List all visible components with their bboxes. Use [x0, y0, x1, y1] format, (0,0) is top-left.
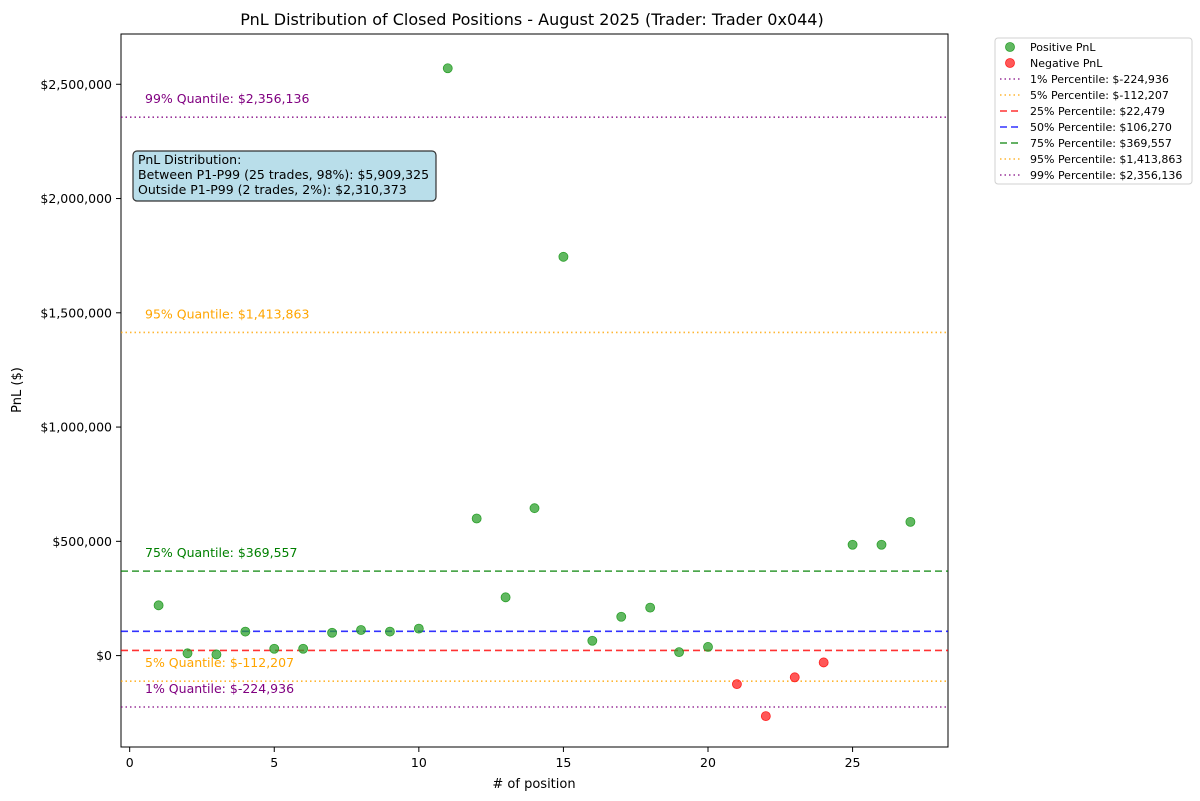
quantile-label: 99% Quantile: $2,356,136 [145, 91, 309, 106]
info-box-line: Between P1-P99 (25 trades, 98%): $5,909,… [138, 167, 429, 182]
x-tick-label: 15 [555, 755, 571, 770]
negative-pnl-point [732, 679, 742, 690]
legend: Positive PnL Negative PnL 1% Percentile: $… [994, 37, 1193, 185]
legend-frame [994, 37, 1193, 185]
x-axis-label: # of position [492, 777, 575, 792]
y-tick-label: $500,000 [52, 534, 112, 549]
positive-pnl-point [905, 517, 916, 527]
positive-pnl-point [240, 626, 251, 637]
positive-pnl-point [298, 643, 309, 654]
positive-pnl-point [876, 539, 887, 550]
legend-entry: 1% Percentile: $-224,936 [1030, 73, 1169, 86]
plot-area: 0 5 10 15 20 25 $0 $500,000 $1,000,000 $1,500,000… [40, 33, 949, 770]
positive-pnl-point [703, 642, 713, 652]
positive-pnl-point [847, 539, 858, 550]
positive-pnl-point [616, 611, 627, 622]
positive-pnl-point [327, 627, 337, 638]
positive-pnl-point [356, 625, 366, 635]
positive-pnl-point [558, 251, 569, 262]
y-tick-label: $1,500,000 [40, 305, 112, 320]
positive-pnl-point [413, 623, 424, 634]
positive-pnl-point [674, 647, 684, 658]
positive-pnl-point [500, 592, 511, 603]
positive-pnl-point [211, 649, 222, 660]
positive-pnl-point [153, 600, 164, 611]
negative-pnl-point [818, 657, 829, 668]
negative-pnl-point [760, 711, 771, 722]
positive-pnl-point [529, 503, 540, 514]
quantile-label: 5% Quantile: $-112,207 [145, 655, 294, 670]
info-box [132, 150, 437, 202]
positive-pnl-point [269, 643, 280, 654]
negative-pnl-point [789, 672, 800, 683]
positive-pnl-point [645, 602, 656, 613]
x-tick-label: 0 [126, 755, 134, 770]
y-tick-label: $1,000,000 [40, 420, 112, 435]
positive-pnl-point [587, 635, 598, 646]
info-box-line: PnL Distribution: [138, 152, 241, 167]
legend-entry: 99% Percentile: $2,356,136 [1030, 169, 1182, 182]
plot-frame [120, 33, 949, 748]
positive-pnl-point [182, 648, 193, 659]
legend-entry: 5% Percentile: $-112,207 [1030, 89, 1169, 102]
y-axis-label: PnL ($) [10, 367, 25, 413]
quantile-label: 1% Quantile: $-224,936 [145, 681, 294, 696]
legend-entry: Negative PnL [1030, 57, 1103, 70]
positive-pnl-point [385, 626, 395, 637]
legend-entry: 95% Percentile: $1,413,863 [1030, 153, 1182, 166]
y-tick-label: $2,500,000 [40, 77, 112, 92]
quantile-label: 95% Quantile: $1,413,863 [145, 306, 309, 321]
x-tick-label: 25 [845, 755, 861, 770]
legend-entry: 50% Percentile: $106,270 [1030, 121, 1172, 134]
quantile-label: 75% Quantile: $369,557 [145, 545, 297, 560]
positive-pnl-point [471, 513, 482, 524]
legend-marker [1005, 58, 1015, 68]
legend-entry: 25% Percentile: $22,479 [1030, 105, 1165, 118]
x-tick-label: 20 [700, 755, 716, 770]
chart-title: PnL Distribution of Closed Positions - A… [240, 10, 823, 29]
legend-entry: Positive PnL [1030, 41, 1096, 54]
y-tick-label: $0 [96, 648, 112, 663]
x-tick-label: 5 [270, 755, 278, 770]
y-tick-label: $2,000,000 [40, 191, 112, 206]
info-box-line: Outside P1-P99 (2 trades, 2%): $2,310,37… [138, 182, 407, 197]
legend-marker [1005, 42, 1015, 52]
x-tick-label: 10 [411, 755, 427, 770]
positive-pnl-point [442, 63, 453, 74]
legend-entry: 75% Percentile: $369,557 [1030, 137, 1172, 150]
